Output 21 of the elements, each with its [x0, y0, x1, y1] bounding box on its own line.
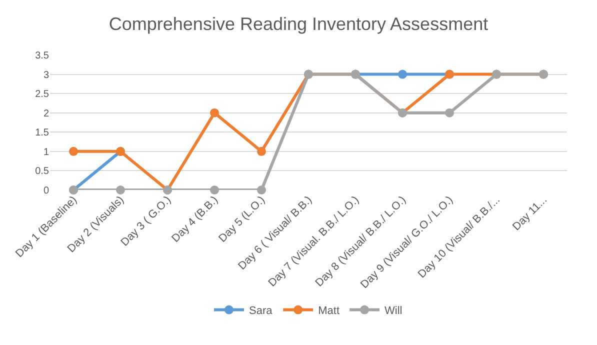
y-tick-label: 2 — [43, 108, 50, 120]
y-tick-label: 3 — [43, 70, 50, 81]
point — [210, 108, 219, 118]
legend-label: Matt — [318, 305, 340, 318]
y-tick-label: 0 — [43, 186, 50, 196]
x-tick-label: Day 11... — [510, 194, 550, 234]
point — [398, 70, 407, 79]
legend-label: Will — [384, 305, 402, 318]
point — [69, 146, 78, 156]
point — [445, 108, 454, 118]
y-tick-label: 0.5 — [35, 166, 50, 178]
chart-title: Comprehensive Reading Inventory Assessment — [108, 14, 488, 34]
y-tick-label: 1.5 — [35, 128, 50, 139]
y-tick-label: 3.5 — [35, 50, 50, 62]
y-tick-label: 1 — [43, 146, 50, 158]
point — [257, 146, 266, 156]
point — [116, 186, 125, 194]
point — [210, 186, 219, 194]
y-tick-label: 2.5 — [35, 89, 50, 100]
point — [257, 186, 266, 194]
legend-label: Sara — [249, 305, 274, 318]
